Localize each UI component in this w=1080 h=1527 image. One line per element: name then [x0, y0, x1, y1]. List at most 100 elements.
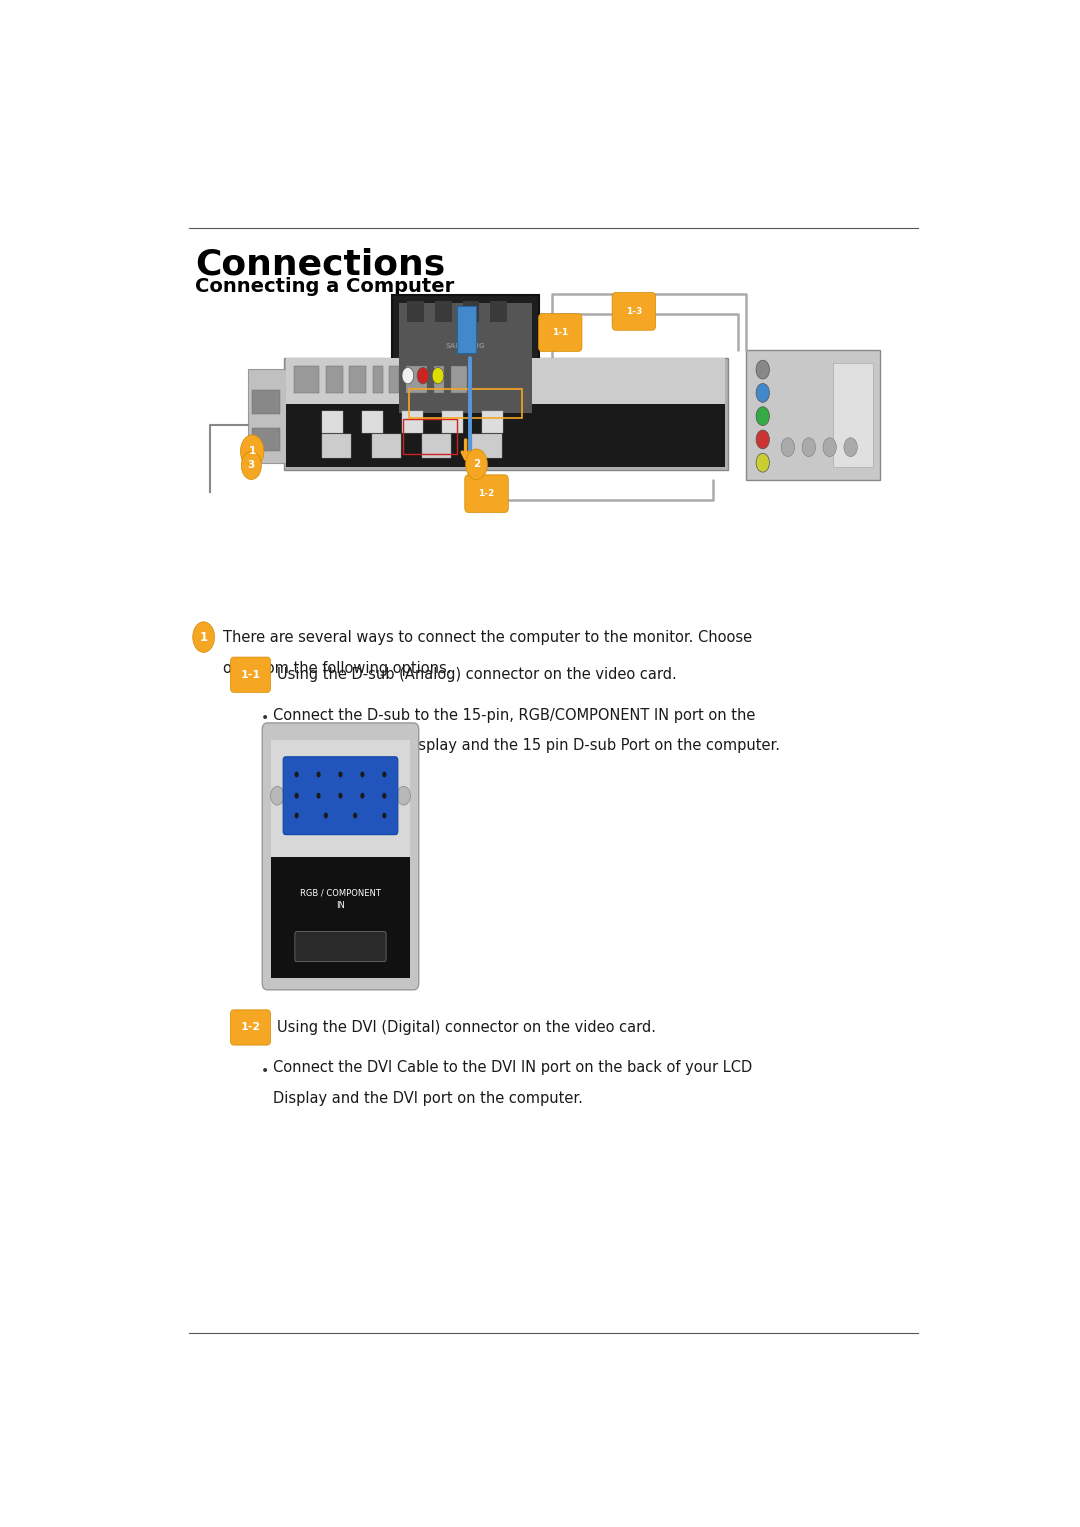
Circle shape	[843, 438, 858, 457]
Bar	[457, 305, 475, 353]
FancyBboxPatch shape	[284, 359, 728, 470]
Circle shape	[361, 793, 365, 799]
FancyBboxPatch shape	[230, 657, 271, 692]
Circle shape	[823, 438, 836, 457]
Circle shape	[781, 438, 795, 457]
Text: 1: 1	[248, 446, 256, 457]
Bar	[294, 366, 320, 392]
Circle shape	[241, 452, 261, 479]
Text: 1: 1	[200, 631, 207, 643]
Bar	[403, 420, 457, 455]
Text: Connect the DVI Cable to the DVI IN port on the back of your LCD: Connect the DVI Cable to the DVI IN port…	[273, 1060, 753, 1075]
Bar	[286, 405, 725, 467]
Bar	[372, 434, 401, 458]
Bar	[286, 359, 725, 408]
Circle shape	[417, 368, 429, 383]
Circle shape	[271, 786, 284, 805]
Circle shape	[316, 771, 321, 777]
Circle shape	[756, 406, 769, 426]
Bar	[349, 366, 366, 392]
Text: RGB / COMPONENT
IN: RGB / COMPONENT IN	[300, 889, 381, 910]
Bar	[426, 428, 441, 437]
Circle shape	[324, 812, 328, 818]
Circle shape	[402, 368, 414, 383]
Bar	[435, 301, 451, 322]
Bar	[322, 434, 351, 458]
Circle shape	[192, 621, 215, 652]
Text: back of your LCD Display and the 15 pin D-sub Port on the computer.: back of your LCD Display and the 15 pin …	[273, 738, 780, 753]
Text: 2: 2	[473, 460, 481, 469]
FancyBboxPatch shape	[612, 293, 656, 330]
Circle shape	[382, 793, 387, 799]
Circle shape	[382, 812, 387, 818]
Circle shape	[756, 383, 769, 402]
Circle shape	[338, 771, 342, 777]
Bar	[442, 411, 463, 432]
Circle shape	[241, 435, 264, 467]
Bar	[409, 389, 522, 418]
Bar	[400, 304, 532, 412]
Circle shape	[756, 431, 769, 449]
Text: 1-1: 1-1	[241, 670, 260, 680]
Bar	[406, 366, 427, 392]
Bar	[322, 411, 342, 432]
FancyBboxPatch shape	[283, 757, 397, 835]
Text: 1-2: 1-2	[241, 1023, 260, 1032]
Text: Connections: Connections	[195, 247, 446, 282]
Circle shape	[295, 812, 299, 818]
Circle shape	[756, 360, 769, 379]
Circle shape	[382, 771, 387, 777]
Text: •: •	[260, 712, 269, 725]
Text: one from the following options.: one from the following options.	[222, 661, 451, 675]
Text: Connecting a Computer: Connecting a Computer	[195, 278, 455, 296]
Bar	[490, 301, 507, 322]
Bar	[497, 428, 512, 437]
Text: Display and the DVI port on the computer.: Display and the DVI port on the computer…	[273, 1090, 583, 1106]
Text: SAMSUNG: SAMSUNG	[446, 344, 485, 350]
Bar	[253, 428, 280, 452]
Circle shape	[432, 368, 444, 383]
Text: Using the D-sub (Analog) connector on the video card.: Using the D-sub (Analog) connector on th…	[278, 667, 677, 683]
Bar	[271, 857, 410, 979]
Circle shape	[353, 812, 357, 818]
Text: •: •	[260, 1064, 269, 1078]
Bar	[362, 411, 382, 432]
Bar	[450, 366, 468, 392]
Text: There are several ways to connect the computer to the monitor. Choose: There are several ways to connect the co…	[222, 631, 752, 644]
Bar	[422, 434, 451, 458]
Circle shape	[338, 793, 342, 799]
FancyBboxPatch shape	[464, 475, 509, 513]
Bar	[326, 366, 342, 392]
Circle shape	[316, 793, 321, 799]
FancyBboxPatch shape	[230, 1009, 271, 1044]
FancyBboxPatch shape	[262, 722, 419, 989]
Circle shape	[295, 793, 299, 799]
Bar	[407, 301, 424, 322]
Circle shape	[756, 454, 769, 472]
Bar	[434, 366, 444, 392]
Bar	[746, 350, 880, 479]
FancyBboxPatch shape	[392, 295, 539, 431]
Text: 1-1: 1-1	[552, 328, 568, 337]
Bar	[402, 411, 423, 432]
Bar	[833, 363, 874, 467]
Bar	[472, 434, 501, 458]
Text: 1-3: 1-3	[625, 307, 642, 316]
Text: 1-2: 1-2	[478, 489, 495, 498]
Circle shape	[397, 786, 410, 805]
Text: Connect the D-sub to the 15-pin, RGB/COMPONENT IN port on the: Connect the D-sub to the 15-pin, RGB/COM…	[273, 707, 756, 722]
Bar	[462, 301, 480, 322]
Bar	[271, 741, 410, 861]
Bar	[483, 411, 503, 432]
Bar	[390, 366, 400, 392]
Text: Using the DVI (Digital) connector on the video card.: Using the DVI (Digital) connector on the…	[278, 1020, 657, 1035]
Bar	[248, 370, 285, 463]
Bar	[373, 366, 382, 392]
Circle shape	[465, 449, 487, 479]
FancyBboxPatch shape	[539, 313, 582, 351]
FancyBboxPatch shape	[295, 931, 387, 962]
Text: 3: 3	[247, 461, 255, 470]
Circle shape	[361, 771, 365, 777]
Circle shape	[802, 438, 815, 457]
Bar	[253, 391, 280, 414]
